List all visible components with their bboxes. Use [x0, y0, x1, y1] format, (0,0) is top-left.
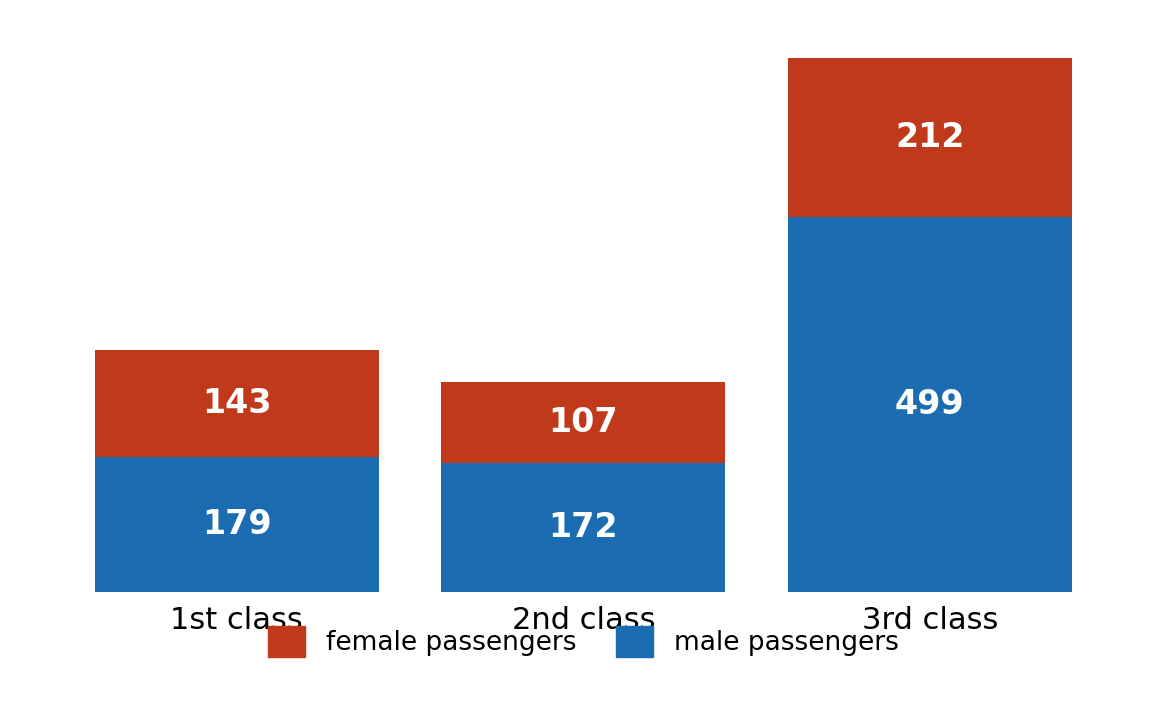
Text: 499: 499: [895, 388, 964, 421]
Bar: [95, 458, 379, 592]
Bar: [788, 217, 1072, 592]
Text: 212: 212: [895, 121, 964, 154]
Text: 107: 107: [549, 406, 618, 439]
Bar: [441, 463, 725, 592]
Bar: [788, 58, 1072, 217]
Legend: female passengers, male passengers: female passengers, male passengers: [254, 613, 912, 670]
Text: 172: 172: [549, 511, 618, 544]
Text: 179: 179: [202, 508, 271, 541]
Bar: [95, 350, 379, 458]
Bar: [441, 382, 725, 463]
Text: 143: 143: [202, 387, 271, 420]
